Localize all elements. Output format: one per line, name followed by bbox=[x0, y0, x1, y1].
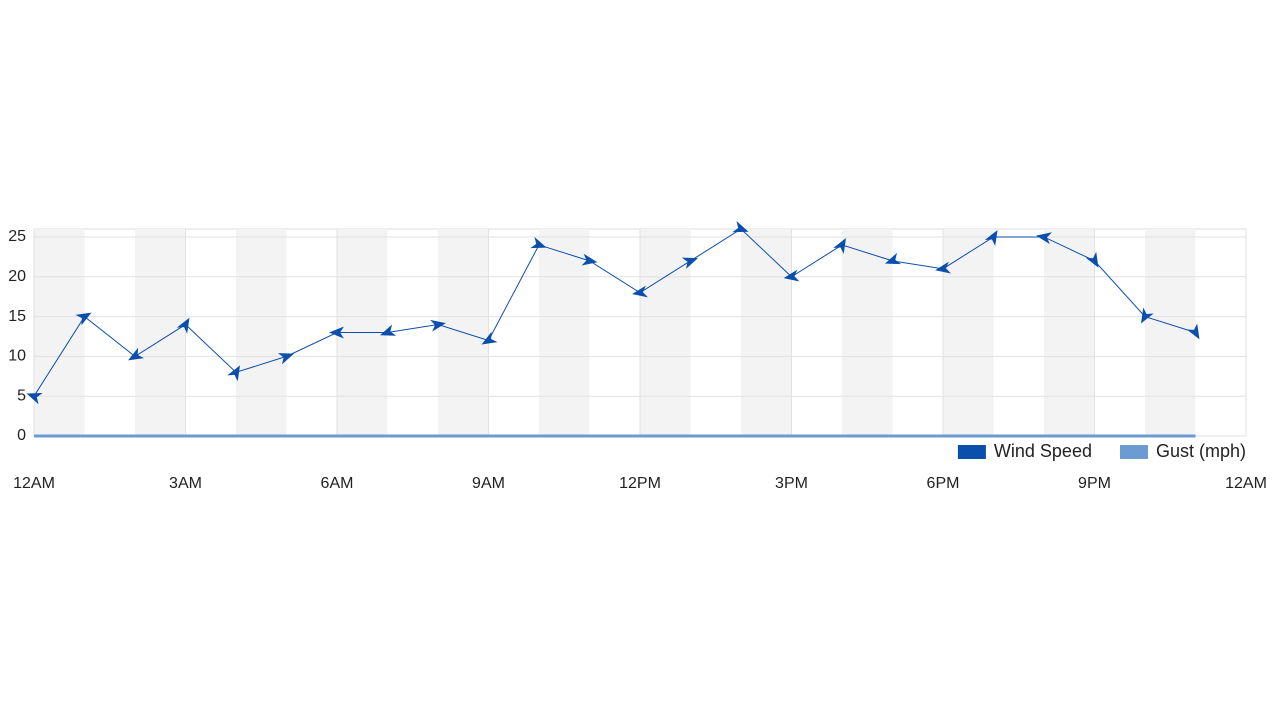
wind-arrow bbox=[176, 317, 190, 334]
x-tick-label: 12AM bbox=[1225, 475, 1267, 492]
wind-arrow bbox=[1036, 232, 1052, 245]
x-tick-label: 6AM bbox=[321, 475, 354, 492]
hour-band bbox=[236, 229, 287, 436]
hour-band bbox=[741, 229, 792, 436]
x-tick-label: 3AM bbox=[169, 475, 202, 492]
wind-arrow bbox=[1186, 323, 1200, 340]
hour-band bbox=[1145, 229, 1196, 436]
wind-arrow bbox=[1141, 307, 1154, 324]
wind-arrow bbox=[430, 319, 446, 332]
wind-arrow bbox=[783, 269, 800, 282]
x-tick-label: 3PM bbox=[775, 475, 808, 492]
y-tick-label: 0 bbox=[17, 427, 26, 444]
series-line bbox=[33, 228, 1196, 397]
hour-band bbox=[135, 229, 186, 436]
x-tick-label: 12PM bbox=[619, 475, 661, 492]
hour-band bbox=[640, 229, 691, 436]
x-tick-label: 9AM bbox=[472, 475, 505, 492]
hour-band bbox=[539, 229, 590, 436]
wind-arrow bbox=[1085, 251, 1099, 268]
legend-swatch bbox=[1119, 445, 1148, 459]
wind-arrow bbox=[128, 347, 145, 361]
y-tick-label: 20 bbox=[8, 268, 26, 285]
wind-arrow bbox=[26, 392, 43, 405]
hour-band bbox=[1044, 229, 1095, 436]
wind-arrow bbox=[935, 261, 951, 274]
legend-label: Gust (mph) bbox=[1156, 441, 1246, 461]
wind-arrow bbox=[884, 252, 902, 265]
x-tick-label: 9PM bbox=[1078, 475, 1111, 492]
hour-band bbox=[842, 229, 893, 436]
wind-arrow bbox=[329, 326, 344, 339]
wind-arrow bbox=[984, 230, 998, 247]
hour-band bbox=[34, 229, 85, 436]
wind-arrow bbox=[732, 220, 749, 233]
wind-arrow bbox=[681, 257, 699, 269]
wind-arrow bbox=[277, 353, 295, 365]
x-tick-label: 6PM bbox=[927, 475, 960, 492]
y-tick-label: 15 bbox=[8, 308, 26, 325]
wind-arrow bbox=[75, 312, 92, 326]
x-tick-label: 12AM bbox=[13, 475, 55, 492]
legend-swatch bbox=[957, 445, 986, 459]
legend-label: Wind Speed bbox=[994, 441, 1092, 461]
wind-arrow bbox=[481, 331, 498, 345]
wind-arrow bbox=[379, 324, 397, 336]
wind-arrow bbox=[581, 253, 598, 266]
y-tick-label: 10 bbox=[8, 348, 26, 365]
wind-arrow bbox=[530, 236, 547, 249]
wind-arrow bbox=[833, 237, 846, 254]
hour-band bbox=[943, 229, 994, 436]
y-tick-label: 25 bbox=[8, 228, 26, 245]
y-tick-label: 5 bbox=[17, 387, 26, 404]
wind-arrow bbox=[227, 365, 240, 382]
wind-arrow bbox=[632, 285, 648, 298]
